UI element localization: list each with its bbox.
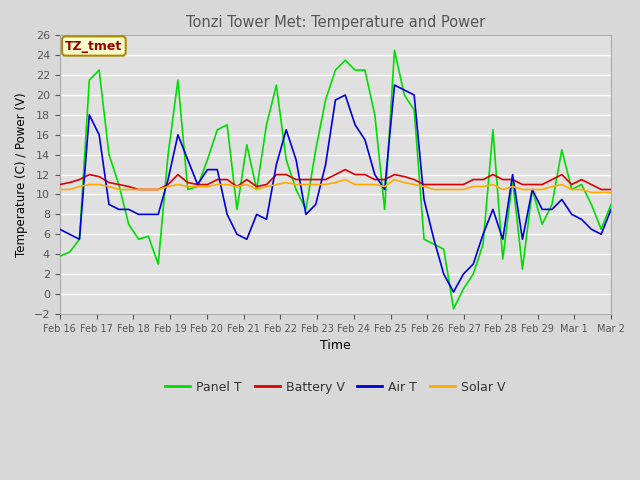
Title: Tonzi Tower Met: Temperature and Power: Tonzi Tower Met: Temperature and Power <box>186 15 485 30</box>
Legend: Panel T, Battery V, Air T, Solar V: Panel T, Battery V, Air T, Solar V <box>160 376 511 399</box>
Y-axis label: Temperature (C) / Power (V): Temperature (C) / Power (V) <box>15 92 28 257</box>
X-axis label: Time: Time <box>320 339 351 352</box>
Text: TZ_tmet: TZ_tmet <box>65 39 122 52</box>
